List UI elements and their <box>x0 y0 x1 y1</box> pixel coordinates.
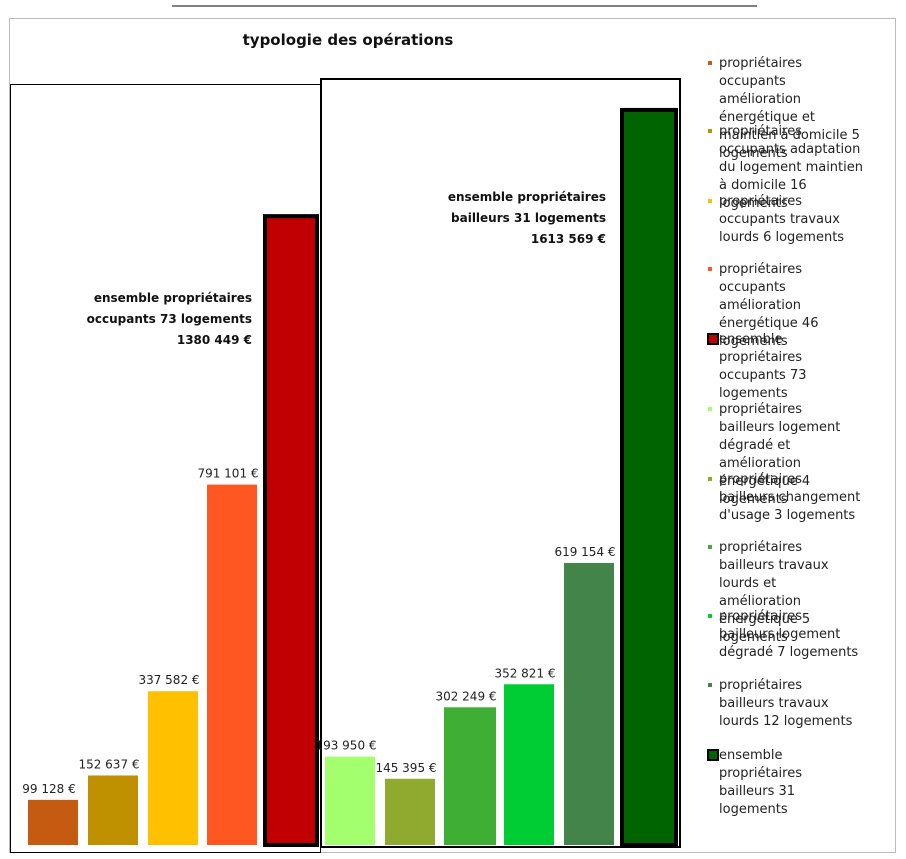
legend-label-6: propriétaires bailleurs logement dégradé e… <box>719 402 840 507</box>
legend-label-2: propriétaires occupants adaptation du loge… <box>719 124 863 211</box>
bar-10 <box>564 562 614 845</box>
legend-label-5: ensemble propriétaires occupants 73 logemen… <box>719 332 807 401</box>
legend-swatch-11 <box>707 749 719 761</box>
legend-swatch-7 <box>708 477 712 481</box>
annotations-layer: ensemble propriétaires occupants 73 logem… <box>87 190 606 347</box>
total-annotation-2-line-2: bailleurs 31 logements <box>451 211 606 225</box>
chart-title: typologie des opérations <box>243 31 454 49</box>
bar-value-label-7: 145 395 € <box>375 761 436 775</box>
total-annotation-1-line-2: occupants 73 logements <box>87 312 252 326</box>
legend-swatch-2 <box>708 129 712 133</box>
legend-label-10: propriétaires bailleurs travaux lourds 12 … <box>719 678 853 729</box>
bar-value-label-3: 337 582 € <box>138 673 199 687</box>
legend-swatch-5 <box>707 333 719 345</box>
legend-swatch-9 <box>708 614 712 618</box>
legend-label-9: propriétaires bailleurs logement dégradé 7… <box>719 609 858 660</box>
legend-label-3: propriétaires occupants travaux lourds 6 l… <box>719 194 844 245</box>
bar-8 <box>444 707 496 845</box>
bar-value-label-2: 152 637 € <box>78 757 139 771</box>
bar-value-label-1: 99 128 € <box>22 782 75 796</box>
legend-swatch-4 <box>708 267 712 271</box>
bar-5 <box>263 214 319 847</box>
bar-value-label-8: 302 249 € <box>435 689 496 703</box>
bar-value-label-10: 619 154 € <box>554 545 615 559</box>
legend-swatch-8 <box>708 545 712 549</box>
bar-1 <box>28 799 78 845</box>
legend-label-11: ensemble propriétaires bailleurs 31 logemen… <box>719 748 802 817</box>
legend-swatch-10 <box>708 683 712 687</box>
group-box-bailleurs <box>320 78 681 848</box>
bar-4 <box>207 484 257 845</box>
bar-3 <box>148 691 198 845</box>
bar-value-label-6: 193 950 € <box>315 739 376 753</box>
bar-6 <box>325 756 375 845</box>
total-annotation-1-line-1: ensemble propriétaires <box>94 291 252 305</box>
chart-frame <box>9 18 896 853</box>
total-annotation-2-line-1: ensemble propriétaires <box>448 190 606 204</box>
legend-swatch-3 <box>708 199 712 203</box>
legend-label-1: propriétaires occupants amélioration énergé… <box>719 56 860 161</box>
bar-value-label-4: 791 101 € <box>197 467 258 481</box>
bars-layer: 99 128 €152 637 € 337 582 € 791 101 € 193 9… <box>22 107 678 847</box>
legend-label-7: propriétaires bailleurs changement d'usage… <box>719 472 860 523</box>
legend-swatch-6 <box>708 407 712 411</box>
legend-label-4: propriétaires occupants amélioration énergé… <box>719 262 818 349</box>
bar-7 <box>385 778 435 845</box>
legend-label-8: propriétaires bailleurs travaux lourds et a… <box>719 540 829 645</box>
total-annotation-2-line-3: 1613 569 € <box>531 232 606 246</box>
bar-value-label-9: 352 821 € <box>494 666 555 680</box>
bar-2 <box>88 775 138 845</box>
bar-11 <box>620 107 678 847</box>
legend: propriétaires occupants amélioration énergé… <box>707 56 863 817</box>
bar-9 <box>504 684 554 845</box>
legend-swatch-1 <box>708 61 712 65</box>
total-annotation-1-line-3: 1380 449 € <box>177 333 252 347</box>
